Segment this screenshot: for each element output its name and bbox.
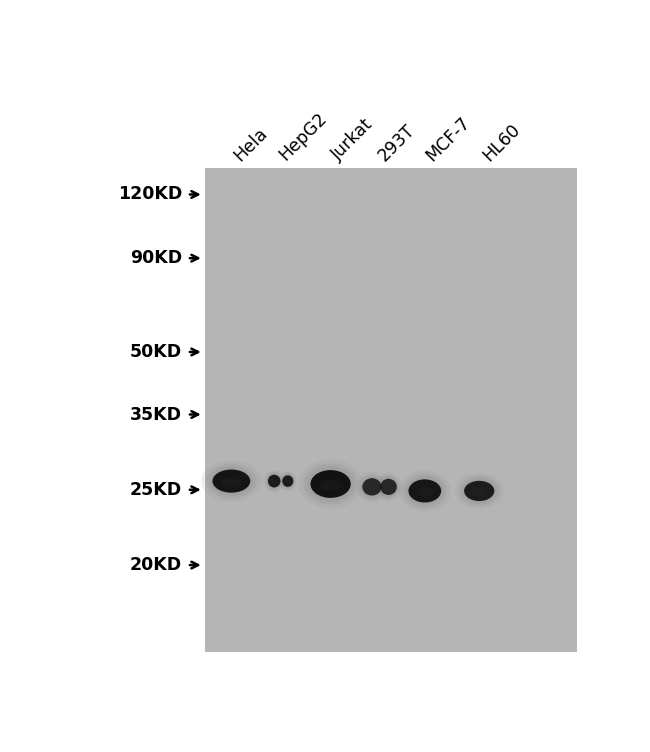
Ellipse shape [359, 474, 385, 500]
Ellipse shape [264, 470, 284, 493]
Text: 50KD: 50KD [130, 343, 182, 361]
Ellipse shape [210, 466, 253, 496]
Ellipse shape [311, 470, 351, 498]
Ellipse shape [367, 484, 377, 491]
Text: HepG2: HepG2 [275, 110, 330, 165]
Ellipse shape [307, 466, 354, 502]
Ellipse shape [384, 484, 393, 491]
Ellipse shape [362, 478, 382, 496]
Ellipse shape [267, 473, 281, 489]
Ellipse shape [282, 475, 293, 487]
Ellipse shape [201, 461, 261, 502]
Ellipse shape [398, 471, 451, 511]
Ellipse shape [279, 471, 296, 491]
Ellipse shape [280, 472, 295, 490]
Ellipse shape [403, 474, 447, 508]
Ellipse shape [459, 476, 500, 506]
Text: 120KD: 120KD [118, 186, 182, 204]
Text: 25KD: 25KD [130, 481, 182, 499]
Ellipse shape [377, 475, 400, 499]
Ellipse shape [213, 469, 250, 493]
Ellipse shape [361, 476, 383, 498]
Ellipse shape [455, 473, 503, 509]
Ellipse shape [416, 487, 434, 497]
Ellipse shape [375, 472, 402, 501]
Text: 90KD: 90KD [130, 249, 182, 267]
Ellipse shape [298, 459, 363, 508]
Ellipse shape [281, 474, 294, 488]
Text: 35KD: 35KD [130, 405, 182, 423]
Ellipse shape [357, 472, 387, 502]
Ellipse shape [462, 478, 497, 504]
Ellipse shape [206, 464, 257, 499]
Ellipse shape [285, 479, 291, 484]
Ellipse shape [221, 478, 242, 487]
Ellipse shape [464, 481, 495, 501]
Ellipse shape [320, 480, 342, 491]
Text: MCF-7: MCF-7 [422, 113, 474, 165]
Text: Hela: Hela [230, 123, 270, 165]
Text: Jurkat: Jurkat [328, 116, 376, 165]
Ellipse shape [304, 463, 358, 505]
Text: HL60: HL60 [479, 120, 524, 165]
Ellipse shape [266, 472, 283, 490]
Ellipse shape [406, 476, 444, 505]
Ellipse shape [379, 477, 398, 497]
Ellipse shape [380, 479, 397, 495]
Ellipse shape [408, 479, 441, 502]
Text: 293T: 293T [374, 120, 418, 165]
Ellipse shape [268, 475, 281, 487]
Text: 20KD: 20KD [130, 556, 182, 574]
Ellipse shape [270, 479, 278, 484]
Bar [205, 168, 577, 652]
Ellipse shape [471, 488, 488, 496]
